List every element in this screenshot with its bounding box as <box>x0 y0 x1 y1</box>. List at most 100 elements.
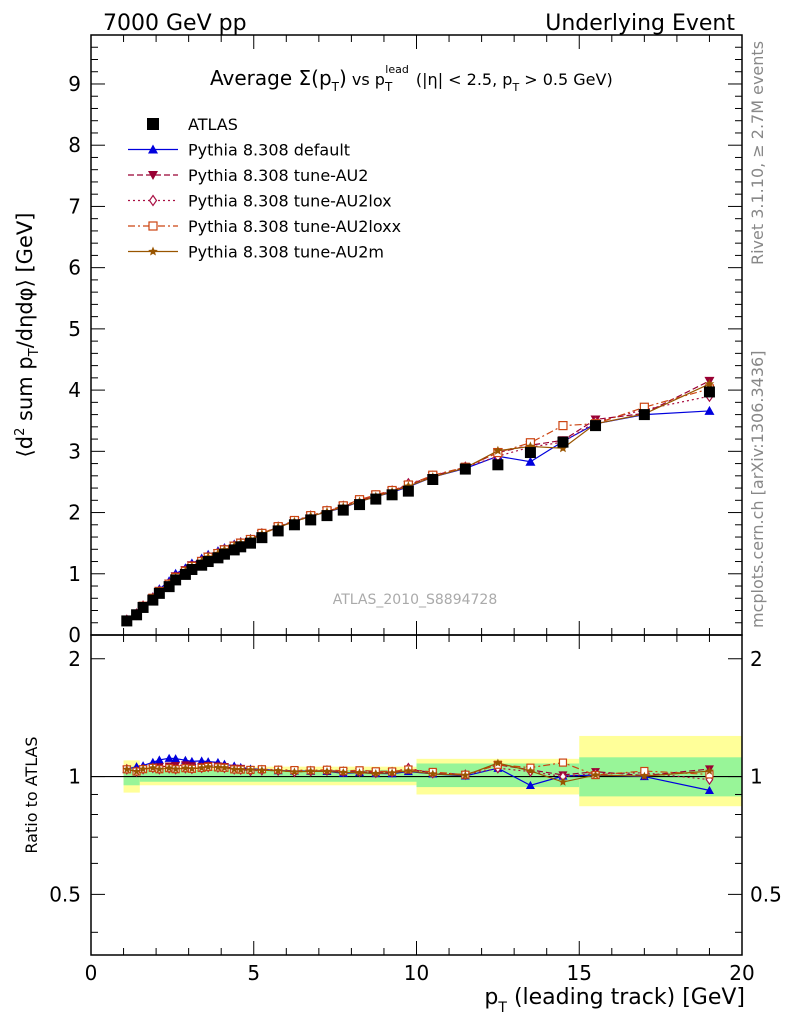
data-point <box>202 556 214 568</box>
data-point <box>288 519 300 531</box>
y-tick-label: 8 <box>68 133 81 157</box>
ratio-point <box>705 766 714 775</box>
legend-entry: Pythia 8.308 tune-AU2 <box>128 166 368 185</box>
ratio-point <box>339 768 348 777</box>
data-point <box>228 544 240 556</box>
ratio-point <box>704 785 714 794</box>
side-label-rivet: Rivet 3.1.10, ≥ 2.7M events <box>748 41 767 265</box>
x-tick-label: 5 <box>247 961 260 985</box>
legend-entry: Pythia 8.308 tune-AU2loxx <box>128 217 401 236</box>
data-point <box>272 525 284 537</box>
ratio-point <box>640 771 649 780</box>
series-line <box>126 380 710 621</box>
ratio-point <box>428 769 438 778</box>
legend-label: Pythia 8.308 tune-AU2 <box>188 166 368 185</box>
series-atlas <box>121 386 715 627</box>
x-tick-label: 10 <box>404 961 429 985</box>
ratio-point <box>197 756 207 765</box>
y-tick-label: 4 <box>68 378 81 402</box>
data-point <box>147 594 159 606</box>
series-line <box>126 410 710 621</box>
data-point <box>704 379 715 388</box>
legend-label: Pythia 8.308 tune-AU2lox <box>188 192 392 211</box>
legend-entry: Pythia 8.308 tune-AU2m <box>128 243 384 262</box>
ratio-point <box>306 766 315 775</box>
data-point <box>590 420 602 432</box>
legend-marker <box>148 171 158 180</box>
ratio-point <box>273 766 283 775</box>
x-tick-label: 20 <box>729 961 754 985</box>
data-point <box>137 601 149 613</box>
ratio-point <box>171 754 181 763</box>
ratio-point <box>404 766 413 775</box>
ratio-point <box>164 763 174 772</box>
legend-marker <box>148 194 158 207</box>
x-tick-label: 15 <box>567 961 592 985</box>
data-point <box>218 548 230 560</box>
ratio-point <box>148 763 158 772</box>
legend-label: ATLAS <box>188 115 238 134</box>
legend-label: Pythia 8.308 tune-AU2m <box>188 243 384 262</box>
data-point <box>638 409 650 421</box>
data-point <box>557 436 569 448</box>
data-point <box>186 563 198 575</box>
data-point <box>525 456 536 466</box>
ratio-point <box>203 762 213 771</box>
ratio-point <box>229 764 239 773</box>
y-tick-label: 5 <box>68 317 81 341</box>
y-tick-label: 1 <box>68 562 81 586</box>
ratio-point <box>371 769 381 778</box>
ratio-point <box>493 758 503 767</box>
data-point <box>212 552 224 564</box>
ratio-point <box>257 765 267 774</box>
ratio-point <box>220 763 229 772</box>
ratio-y-tick-label: 0.5 <box>49 882 81 906</box>
data-point <box>427 473 439 485</box>
ratio-y-tick-label-right: 1 <box>750 765 763 789</box>
series-pythia-8-308-tune-au2lox <box>122 390 714 627</box>
legend-label: Pythia 8.308 default <box>188 141 350 160</box>
series-pythia-8-308-tune-au2loxx <box>122 384 715 625</box>
y-tick-label: 3 <box>68 439 81 463</box>
ratio-point <box>558 777 568 786</box>
ratio-point <box>138 764 148 773</box>
ratio-point <box>322 766 332 776</box>
ratio-point <box>155 764 164 773</box>
data-point <box>121 615 133 627</box>
data-point <box>256 532 268 544</box>
data-point <box>703 386 715 398</box>
data-point <box>163 581 175 593</box>
series-line <box>126 388 710 621</box>
data-point <box>354 499 366 511</box>
series-line <box>126 395 710 621</box>
legend-marker <box>147 118 159 130</box>
legend-marker <box>148 246 158 256</box>
legend-label: Pythia 8.308 tune-AU2loxx <box>188 217 401 236</box>
data-point <box>704 405 715 415</box>
legend-marker <box>148 221 158 231</box>
ratio-point <box>236 765 245 774</box>
y-tick-label: 9 <box>68 72 81 96</box>
ratio-point <box>187 764 197 773</box>
header-right: Underlying Event <box>545 11 735 36</box>
data-point <box>153 587 165 599</box>
ratio-point <box>171 764 180 773</box>
ratio-point <box>132 767 141 776</box>
legend-entry: Pythia 8.308 default <box>128 141 350 160</box>
ratio-point <box>591 770 600 779</box>
ratio-point <box>213 762 223 771</box>
ratio-band-inner <box>416 763 580 788</box>
y-tick-label: 2 <box>68 501 81 525</box>
ratio-y-axis-label: Ratio to ATLAS <box>22 736 41 853</box>
ratio-point <box>387 768 397 777</box>
data-point <box>321 510 333 522</box>
data-point <box>244 537 256 549</box>
ratio-point <box>525 780 535 789</box>
ratio-point <box>246 765 255 774</box>
ratio-point <box>122 764 132 773</box>
ratio-point <box>197 763 206 772</box>
data-point <box>524 447 536 459</box>
ratio-y-tick-label: 2 <box>68 647 81 671</box>
series-pythia-8-308-tune-au2m <box>122 379 715 625</box>
ratio-y-tick-label-right: 0.5 <box>750 882 782 906</box>
